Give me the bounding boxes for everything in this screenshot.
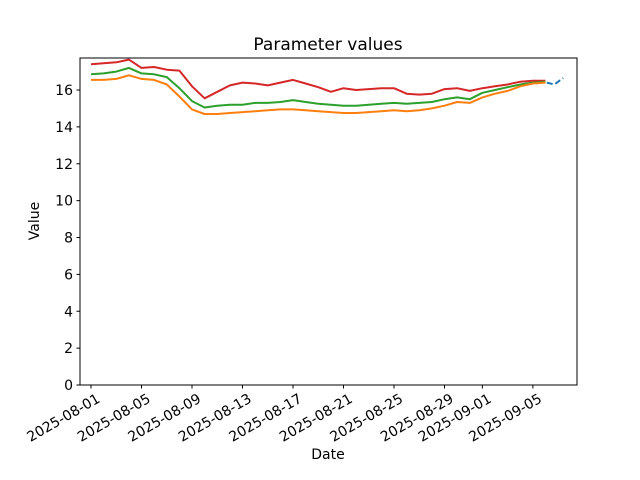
series-green — [90, 66, 546, 109]
y-tick-label: 16 — [55, 83, 73, 99]
y-tick-label: 6 — [64, 267, 73, 283]
series-orange — [91, 74, 546, 115]
series-red — [90, 58, 546, 100]
y-axis-label: Value — [27, 202, 43, 240]
axes-spines — [79, 57, 578, 386]
y-tick-label: 14 — [55, 120, 73, 136]
y-tick-label: 8 — [64, 231, 73, 247]
y-tick-label: 4 — [64, 304, 73, 320]
series-blue-tail — [546, 77, 564, 86]
y-tick-label: 0 — [64, 378, 73, 394]
y-tick-label: 12 — [55, 157, 73, 173]
chart-title: Parameter values — [253, 35, 402, 55]
plot-area: 02468101214162025-08-012025-08-052025-08… — [25, 57, 578, 446]
y-tick-label: 2 — [64, 341, 73, 357]
y-tick-label: 10 — [55, 194, 73, 210]
x-axis-label: Date — [311, 447, 344, 463]
